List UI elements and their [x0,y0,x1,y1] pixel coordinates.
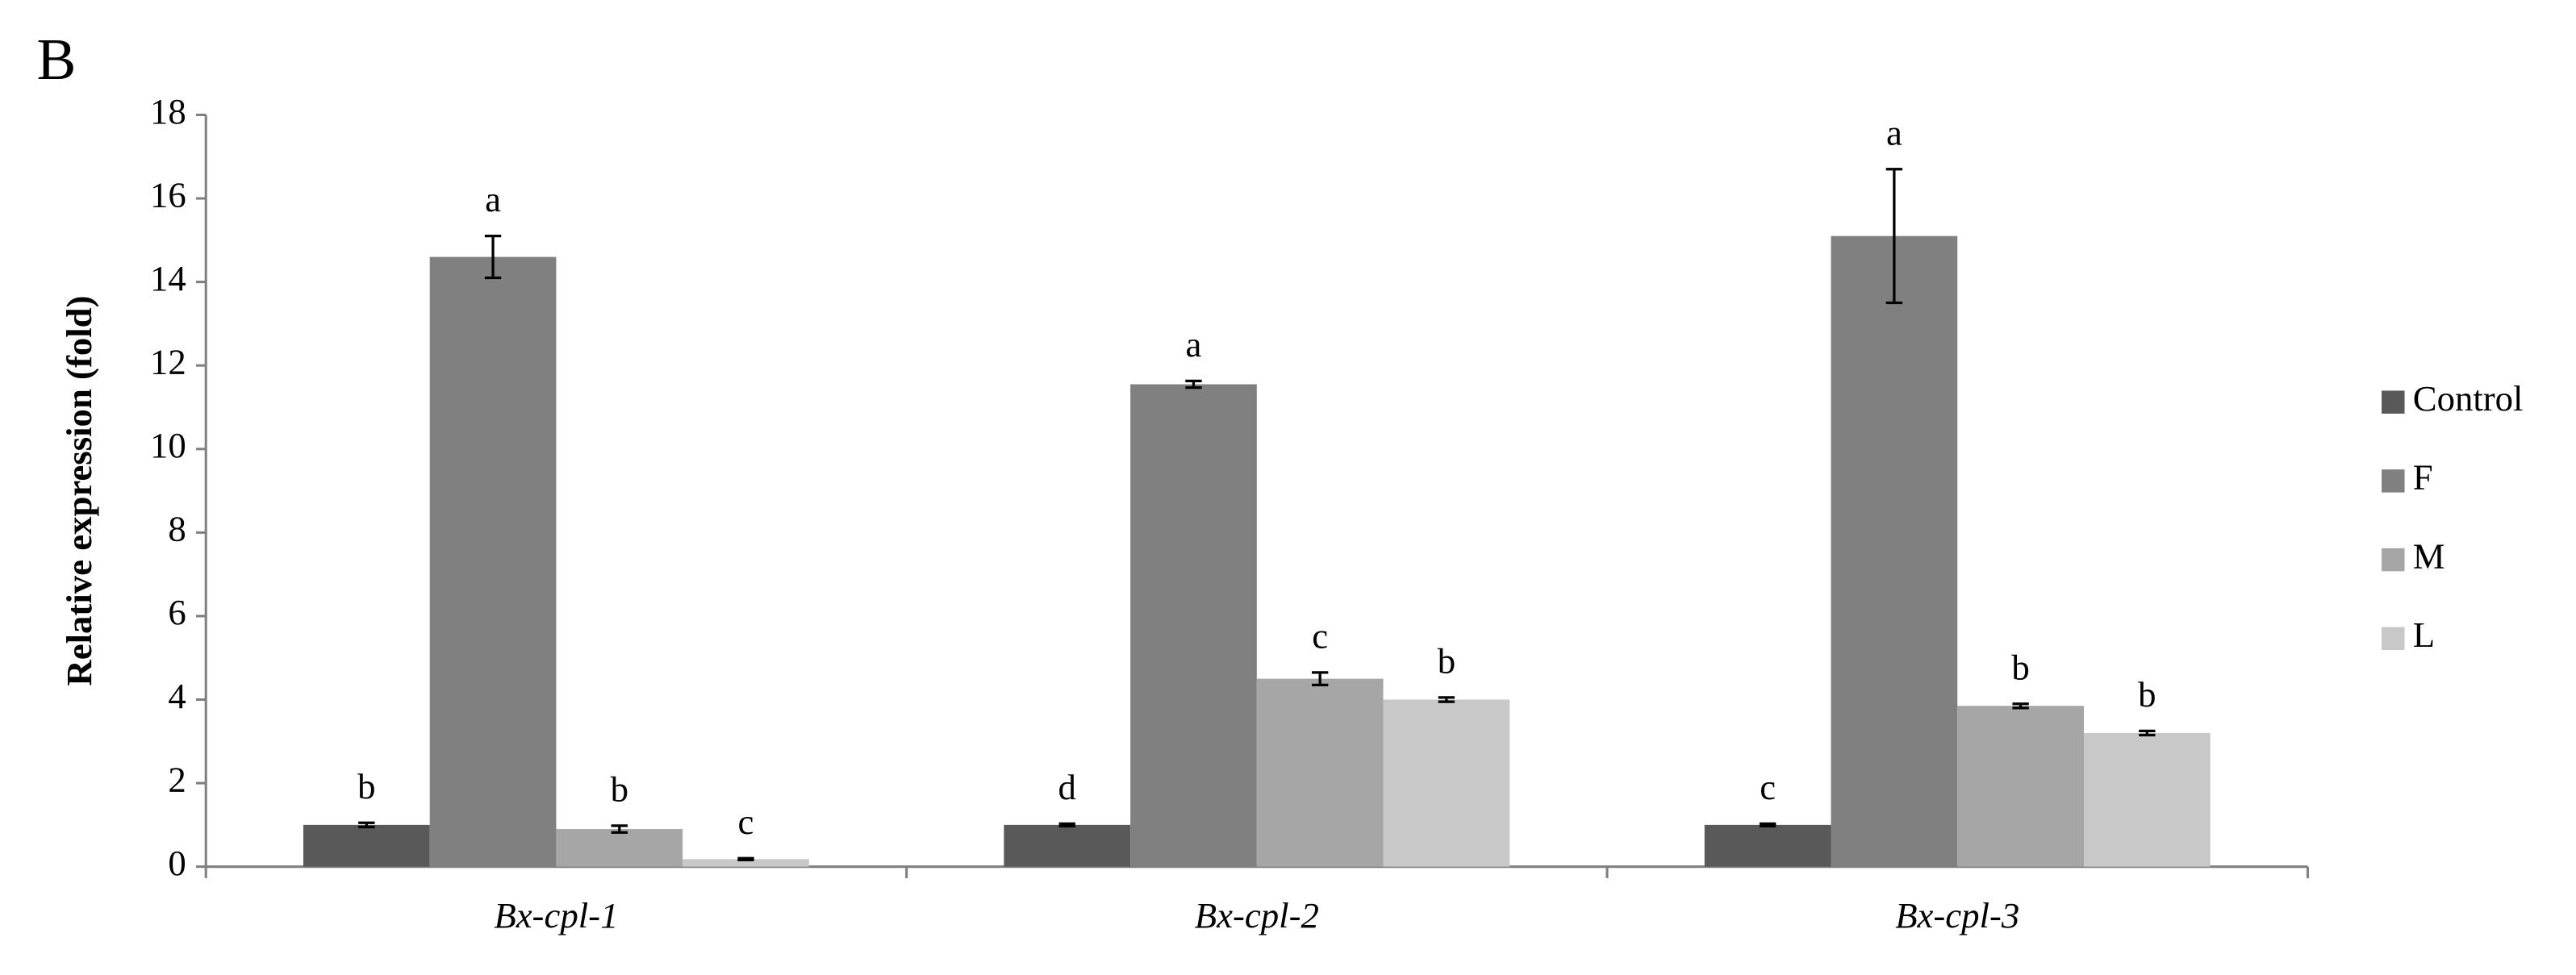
error-bar [1185,379,1202,390]
bar [1831,235,1958,867]
y-axis-label: Relative expression (fold) [59,296,99,686]
significance-letter: c [1312,615,1328,656]
y-tick-label: 0 [168,843,186,883]
error-bar [1312,671,1329,687]
significance-letter: b [2138,674,2156,715]
error-bar [1438,696,1455,703]
legend-label: F [2413,457,2433,498]
y-tick-label: 18 [150,91,186,131]
y-tick-label: 4 [168,676,186,716]
error-bar [611,824,628,834]
significance-letter: a [1886,112,1902,152]
y-tick-label: 14 [150,258,186,298]
bar [2083,732,2211,867]
bar [429,256,557,867]
y-tick-label: 6 [168,592,186,632]
error-bar [2139,729,2156,737]
legend-swatch [2382,390,2405,414]
significance-letter: d [1058,767,1076,807]
y-tick-label: 10 [150,425,186,465]
significance-letter: b [2011,647,2029,687]
error-bar [2012,702,2029,710]
error-bar [737,856,754,862]
significance-letter: c [1760,767,1776,807]
bar [1256,678,1384,867]
x-tick-label: Bx-cpl-3 [1895,895,2019,935]
legend-swatch [2382,469,2405,493]
y-tick-label: 2 [168,759,186,799]
bar [1004,824,1131,867]
bar [1130,384,1257,867]
bar [303,824,430,867]
bar [1957,706,2084,867]
bar [556,829,683,867]
legend-swatch [2382,548,2405,572]
panel-label: B [37,27,77,92]
legend-label: L [2413,615,2435,655]
bar [1704,824,1831,867]
y-tick-label: 8 [168,509,186,549]
y-tick-label: 16 [150,174,186,215]
error-bar [358,821,375,829]
y-tick-label: 12 [150,341,186,381]
error-bar [1759,822,1776,828]
significance-letter: b [1438,640,1455,681]
significance-letter: a [1186,324,1202,365]
significance-letter: b [611,769,628,809]
error-bar [1058,822,1075,828]
x-tick-label: Bx-cpl-2 [1195,895,1319,935]
significance-letter: c [738,802,754,842]
legend-label: M [2413,535,2445,576]
x-tick-label: Bx-cpl-1 [494,895,618,935]
bar [1383,699,1510,867]
significance-letter: a [485,179,501,219]
legend-label: Control [2413,378,2524,419]
error-bar [1885,168,1903,305]
legend-swatch [2382,627,2405,650]
significance-letter: b [357,766,375,806]
bar [683,859,809,867]
error-bar [484,235,502,280]
